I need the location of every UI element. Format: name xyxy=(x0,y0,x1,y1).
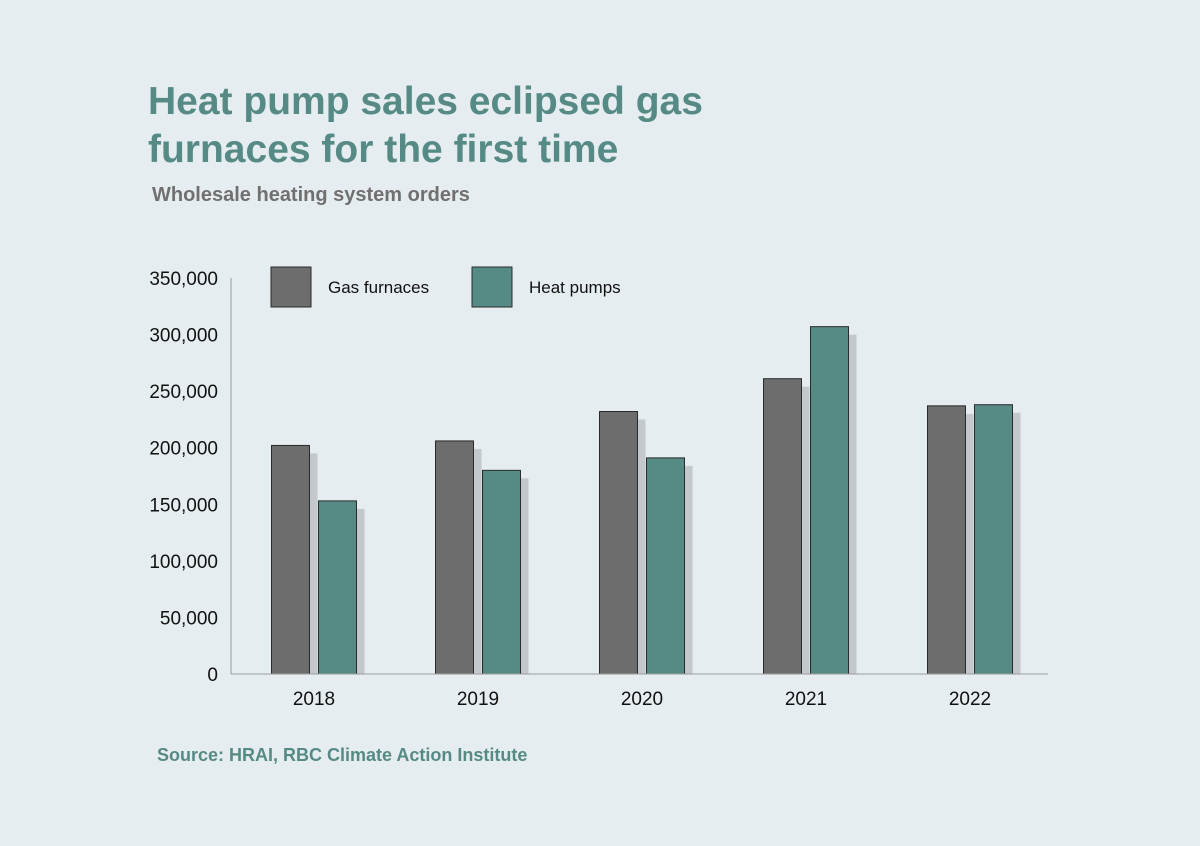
legend-label-gas-furnaces: Gas furnaces xyxy=(328,278,429,297)
x-tick-label-2021: 2021 xyxy=(785,689,827,710)
y-tick-label: 200,000 xyxy=(149,439,218,460)
bar-2018-heat-pumps xyxy=(318,500,357,675)
chart-title-line-2: furnaces for the first time xyxy=(148,128,619,171)
legend: Gas furnaces Heat pumps xyxy=(270,266,621,308)
legend-swatch-gas-furnaces xyxy=(270,266,312,308)
bar-2020-gas-furnaces xyxy=(599,411,638,675)
bars xyxy=(271,326,1013,675)
x-tick-label-2018: 2018 xyxy=(293,689,335,710)
bar-2018-gas-furnaces xyxy=(271,444,310,675)
bar-2019-gas-furnaces xyxy=(435,440,474,675)
legend-label-heat-pumps: Heat pumps xyxy=(529,278,621,297)
y-tick-label: 0 xyxy=(207,665,218,686)
axes: 2018 2019 2020 2021 2022 0 50,000 100,000 150,00… xyxy=(149,269,1048,710)
y-tick-label: 300,000 xyxy=(149,326,218,347)
bar-2021-gas-furnaces xyxy=(763,378,802,675)
chart-title-line-1: Heat pump sales eclipsed gas xyxy=(148,80,703,123)
x-tick-label-2022: 2022 xyxy=(949,689,991,710)
y-tick-label: 250,000 xyxy=(149,382,218,403)
x-tick-label-2019: 2019 xyxy=(457,689,499,710)
legend-swatch-heat-pumps xyxy=(471,266,513,308)
y-tick-label: 350,000 xyxy=(149,269,218,290)
y-tick-label: 50,000 xyxy=(160,608,218,629)
chart-title: Heat pump sales eclipsed gas furnaces fo… xyxy=(148,78,848,174)
bar-2022-gas-furnaces xyxy=(927,405,966,675)
bar-2019-heat-pumps xyxy=(482,469,521,675)
bar-2021-heat-pumps xyxy=(810,326,849,675)
y-tick-label: 150,000 xyxy=(149,495,218,516)
bar-2022-heat-pumps xyxy=(974,404,1013,675)
y-tick-label: 100,000 xyxy=(149,552,218,573)
source-note: Source: HRAI, RBC Climate Action Institu… xyxy=(157,745,528,765)
chart-subtitle: Wholesale heating system orders xyxy=(152,184,470,206)
bar-2020-heat-pumps xyxy=(646,457,685,675)
x-tick-label-2020: 2020 xyxy=(621,689,663,710)
